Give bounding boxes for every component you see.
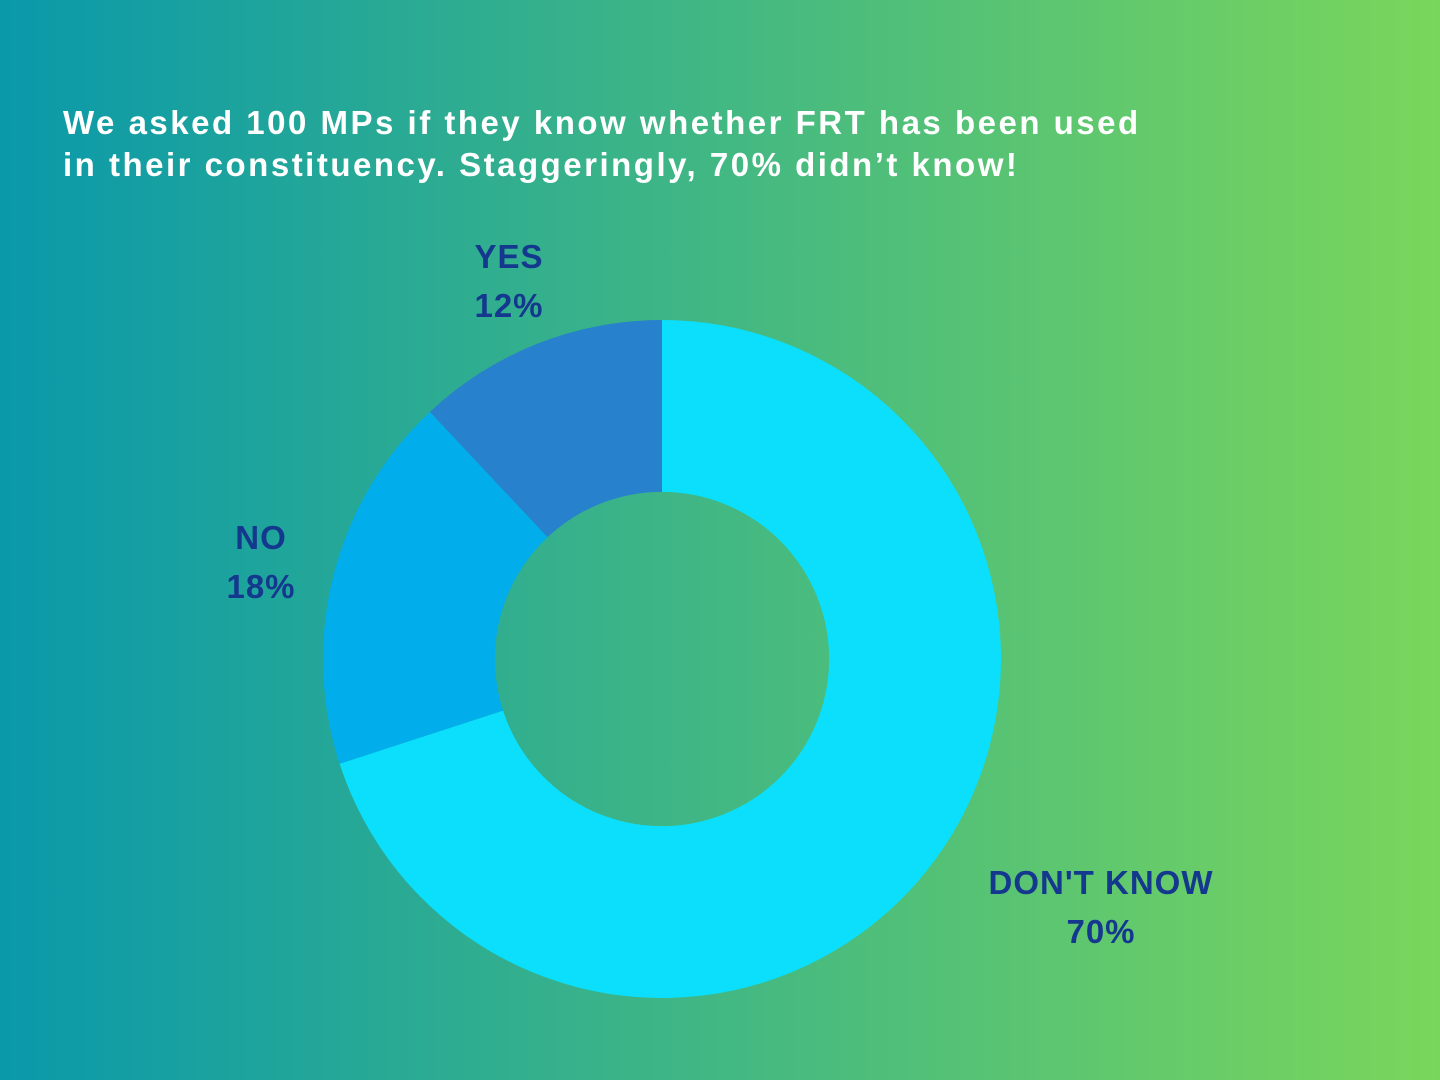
- donut-slice-yes: [429, 320, 662, 538]
- slice-percentage-yes: 12%: [474, 287, 544, 324]
- slice-label-dont-know: DON'T KNOW 70%: [989, 866, 1214, 948]
- slice-name-no: NO: [235, 519, 287, 556]
- chart-title: We asked 100 MPs if they know whether FR…: [63, 102, 1393, 186]
- donut-slice-don-t-know: [339, 320, 1001, 998]
- title-line-1: We asked 100 MPs if they know whether FR…: [63, 104, 1141, 141]
- slice-percentage-dont-know: 70%: [1066, 913, 1136, 950]
- slice-label-yes: YES 12%: [474, 240, 543, 322]
- slice-label-no: NO 18%: [226, 521, 295, 603]
- title-line-2: in their constituency. Staggeringly, 70%…: [63, 146, 1020, 184]
- slice-percentage-no: 18%: [226, 568, 296, 605]
- slice-name-dont-know: DON'T KNOW: [988, 864, 1214, 901]
- donut-slice-no: [323, 411, 548, 764]
- slice-name-yes: YES: [474, 238, 544, 275]
- donut-chart: [323, 320, 1001, 998]
